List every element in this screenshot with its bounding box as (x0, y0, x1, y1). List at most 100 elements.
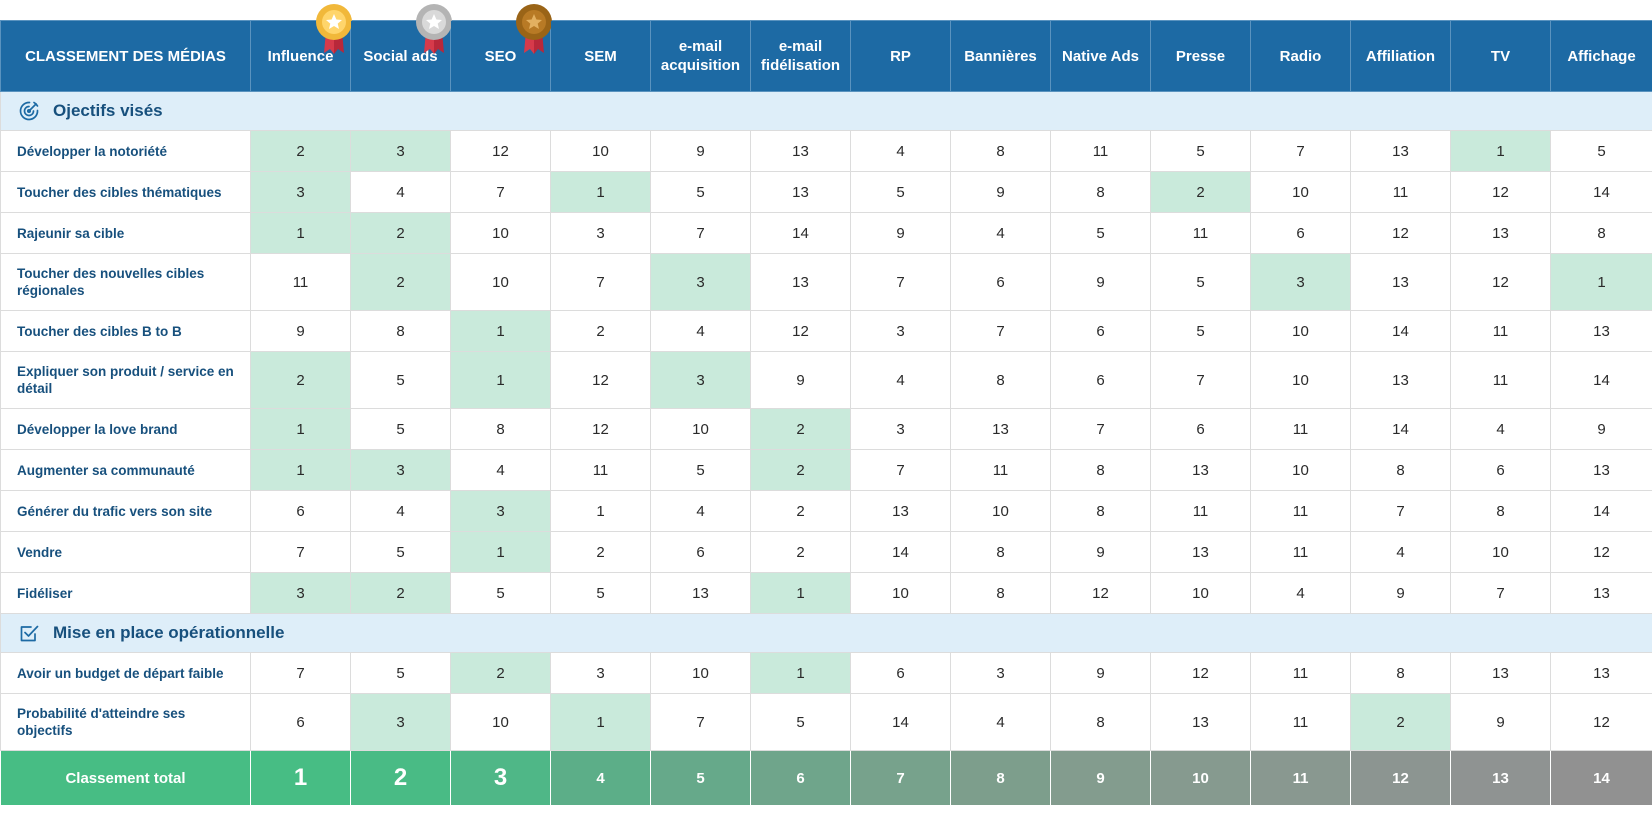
column-header-influence: Influence (250, 4, 352, 92)
section-title-cell: Ojectifs visés (0, 91, 1652, 131)
rank-cell: 9 (1350, 572, 1451, 614)
section-title: Mise en place opérationnelle (53, 623, 285, 642)
rank-cell: 10 (450, 212, 551, 254)
highlighted-rank-cell: 3 (250, 572, 351, 614)
highlighted-rank-cell: 2 (350, 253, 451, 311)
rank-cell: 10 (1450, 531, 1551, 573)
rank-cell: 5 (350, 351, 451, 409)
row-label: Vendre (0, 531, 251, 573)
total-rank-cell: 11 (1250, 750, 1351, 806)
row-label: Rajeunir sa cible (0, 212, 251, 254)
rank-cell: 10 (1250, 449, 1351, 491)
highlighted-rank-cell: 1 (250, 449, 351, 491)
rank-cell: 2 (750, 531, 851, 573)
rank-cell: 10 (950, 490, 1051, 532)
rank-cell: 3 (550, 212, 651, 254)
rank-cell: 10 (1250, 310, 1351, 352)
highlighted-rank-cell: 2 (750, 449, 851, 491)
rank-cell: 6 (850, 652, 951, 694)
column-header-label: Radio (1279, 47, 1322, 65)
column-header-label: Native Ads (1062, 47, 1139, 65)
rank-cell: 5 (450, 572, 551, 614)
row-label: Générer du trafic vers son site (0, 490, 251, 532)
rank-cell: 5 (650, 449, 751, 491)
rank-cell: 3 (850, 310, 951, 352)
section-header-ojectifs-vises: Ojectifs visés (0, 91, 1652, 131)
column-header-affichage: Affichage (1550, 20, 1652, 92)
highlighted-rank-cell: 1 (250, 408, 351, 450)
rank-cell: 13 (1350, 253, 1451, 311)
column-header-social-ads: Social ads (350, 4, 452, 92)
highlighted-rank-cell: 1 (750, 652, 851, 694)
rank-cell: 10 (650, 408, 751, 450)
rank-cell: 1 (550, 490, 651, 532)
target-icon (17, 99, 41, 123)
row-label: Toucher des cibles B to B (0, 310, 251, 352)
total-rank-cell: 6 (750, 750, 851, 806)
rank-cell: 11 (250, 253, 351, 311)
silver-medal-icon (414, 3, 454, 57)
rank-cell: 12 (1550, 531, 1652, 573)
rank-cell: 11 (1250, 408, 1351, 450)
highlighted-rank-cell: 3 (650, 253, 751, 311)
rank-cell: 6 (1150, 408, 1251, 450)
table-row: Rajeunir sa cible 1 2 10 3 7 14 9 4 5 11 6 12 13 8 (0, 212, 1652, 254)
rank-cell: 4 (1250, 572, 1351, 614)
rank-cell: 2 (550, 310, 651, 352)
row-label: Fidéliser (0, 572, 251, 614)
rank-cell: 13 (1450, 212, 1551, 254)
header-corner-label: CLASSEMENT DES MÉDIAS (0, 20, 251, 92)
rank-cell: 13 (750, 130, 851, 172)
media-ranking-table: CLASSEMENT DES MÉDIAS Influence Social ads… (0, 4, 1652, 806)
highlighted-rank-cell: 1 (550, 693, 651, 751)
rank-cell: 4 (350, 490, 451, 532)
table-row: Fidéliser 3 2 5 5 13 1 10 8 12 10 4 9 7 13 (0, 572, 1652, 614)
rank-cell: 7 (1150, 351, 1251, 409)
rank-cell: 3 (850, 408, 951, 450)
highlighted-rank-cell: 2 (350, 212, 451, 254)
highlighted-rank-cell: 1 (450, 351, 551, 409)
rank-cell: 4 (1450, 408, 1551, 450)
rank-cell: 13 (1150, 693, 1251, 751)
row-label: Toucher des cibles thématiques (0, 171, 251, 213)
rank-cell: 13 (1350, 351, 1451, 409)
table-row: Probabilité d'atteindre ses objectifs 6 3 1… (0, 693, 1652, 751)
total-ranking-label: Classement total (0, 750, 251, 806)
rank-cell: 8 (1050, 693, 1151, 751)
table-row: Expliquer son produit / service en détai… (0, 351, 1652, 409)
table-row: Vendre 7 5 1 2 6 2 14 8 9 13 11 4 10 12 (0, 531, 1652, 573)
highlighted-rank-cell: 2 (1150, 171, 1251, 213)
rank-cell: 6 (950, 253, 1051, 311)
rank-cell: 12 (1050, 572, 1151, 614)
highlighted-rank-cell: 3 (250, 171, 351, 213)
rank-cell: 4 (950, 212, 1051, 254)
column-header-affiliation: Affiliation (1350, 20, 1451, 92)
highlighted-rank-cell: 3 (350, 130, 451, 172)
rank-cell: 11 (950, 449, 1051, 491)
highlighted-rank-cell: 3 (350, 449, 451, 491)
highlighted-rank-cell: 3 (650, 351, 751, 409)
rank-cell: 14 (1550, 351, 1652, 409)
rank-cell: 12 (550, 351, 651, 409)
column-header-e-mail-fidelisation: e-mail fidélisation (750, 20, 851, 92)
rank-cell: 7 (650, 693, 751, 751)
highlighted-rank-cell: 1 (450, 310, 551, 352)
rank-cell: 8 (1450, 490, 1551, 532)
highlighted-rank-cell: 2 (1350, 693, 1451, 751)
rank-cell: 6 (1050, 351, 1151, 409)
rank-cell: 13 (1450, 652, 1551, 694)
total-rank-cell: 1 (250, 750, 351, 806)
column-header-radio: Radio (1250, 20, 1351, 92)
rank-cell: 4 (350, 171, 451, 213)
total-rank-cell: 10 (1150, 750, 1251, 806)
rank-cell: 12 (550, 408, 651, 450)
rank-cell: 14 (1550, 490, 1652, 532)
rank-cell: 8 (950, 130, 1051, 172)
total-rank-cell: 12 (1350, 750, 1451, 806)
rank-cell: 8 (1550, 212, 1652, 254)
rank-cell: 4 (850, 130, 951, 172)
rank-cell: 2 (550, 531, 651, 573)
bronze-medal-icon (514, 3, 554, 57)
table-row: Générer du trafic vers son site 6 4 3 1 4 2 13 1… (0, 490, 1652, 532)
section-title-cell: Mise en place opérationnelle (0, 613, 1652, 653)
